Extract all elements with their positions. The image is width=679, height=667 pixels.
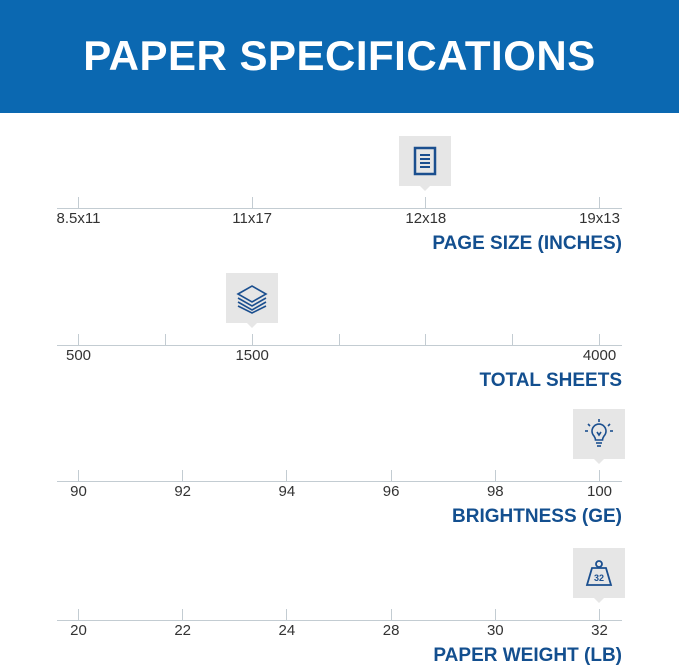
scale-tick <box>338 334 340 345</box>
scale-tick <box>425 334 427 345</box>
scale-label: 96 <box>382 483 400 500</box>
scale-label: 20 <box>70 622 87 639</box>
scale-label: 32 <box>591 622 608 639</box>
scale-label: 4000 <box>582 347 617 364</box>
scale-tick <box>390 609 392 620</box>
page-title: PAPER SPECIFICATIONS <box>83 32 596 79</box>
scale-label: 8.5x11 <box>56 210 101 227</box>
scale-label: 90 <box>70 483 87 500</box>
scale-label: 30 <box>486 622 504 639</box>
scale-tick <box>599 470 600 481</box>
scale-tick <box>251 197 253 208</box>
scale-tick <box>599 609 600 620</box>
scale-tick <box>286 470 288 481</box>
scale-tick <box>494 609 496 620</box>
scale-tick <box>164 334 166 345</box>
scale-tick <box>512 334 514 345</box>
scale-axis <box>57 481 622 482</box>
scale-tick <box>425 197 427 208</box>
scale-axis <box>57 208 622 209</box>
scale-label: 22 <box>174 622 192 639</box>
scale-tick <box>78 609 79 620</box>
selected-marker <box>399 136 452 191</box>
scale-label: 98 <box>486 483 504 500</box>
scale-label: 1500 <box>235 347 269 364</box>
spec-title: TOTAL SHEETS <box>479 370 622 391</box>
scale-label: 12x18 <box>405 210 447 227</box>
scale-axis <box>57 345 622 346</box>
selected-marker <box>225 273 278 328</box>
scale-tick <box>78 470 79 481</box>
scale-tick <box>182 470 184 481</box>
scale-tick <box>78 197 79 208</box>
scale-tick <box>78 334 79 345</box>
scale-tick <box>286 609 288 620</box>
header-banner: PAPER SPECIFICATIONS <box>0 0 679 113</box>
scale-tick <box>599 334 600 345</box>
scale-axis <box>57 620 622 621</box>
scale-label: 92 <box>174 483 192 500</box>
selected-marker: 32 <box>573 548 625 603</box>
scale-label: 500 <box>65 347 92 364</box>
scale-tick <box>390 470 392 481</box>
scale-label: 94 <box>278 483 296 500</box>
svg-text:32: 32 <box>594 573 604 583</box>
scale-tick <box>494 470 496 481</box>
scale-label: 24 <box>278 622 296 639</box>
scale-label: 11x17 <box>232 210 273 227</box>
scale-tick <box>251 334 253 345</box>
scale-tick <box>182 609 184 620</box>
spec-title: PAGE SIZE (INCHES) <box>432 233 622 254</box>
scale-tick <box>599 197 600 208</box>
selected-marker <box>573 409 625 464</box>
scale-label: 19x13 <box>579 210 620 227</box>
scale-label: 100 <box>586 483 613 500</box>
spec-title: BRIGHTNESS (GE) <box>452 506 622 527</box>
scale-label: 28 <box>382 622 400 639</box>
spec-title: PAPER WEIGHT (LB) <box>433 645 622 666</box>
